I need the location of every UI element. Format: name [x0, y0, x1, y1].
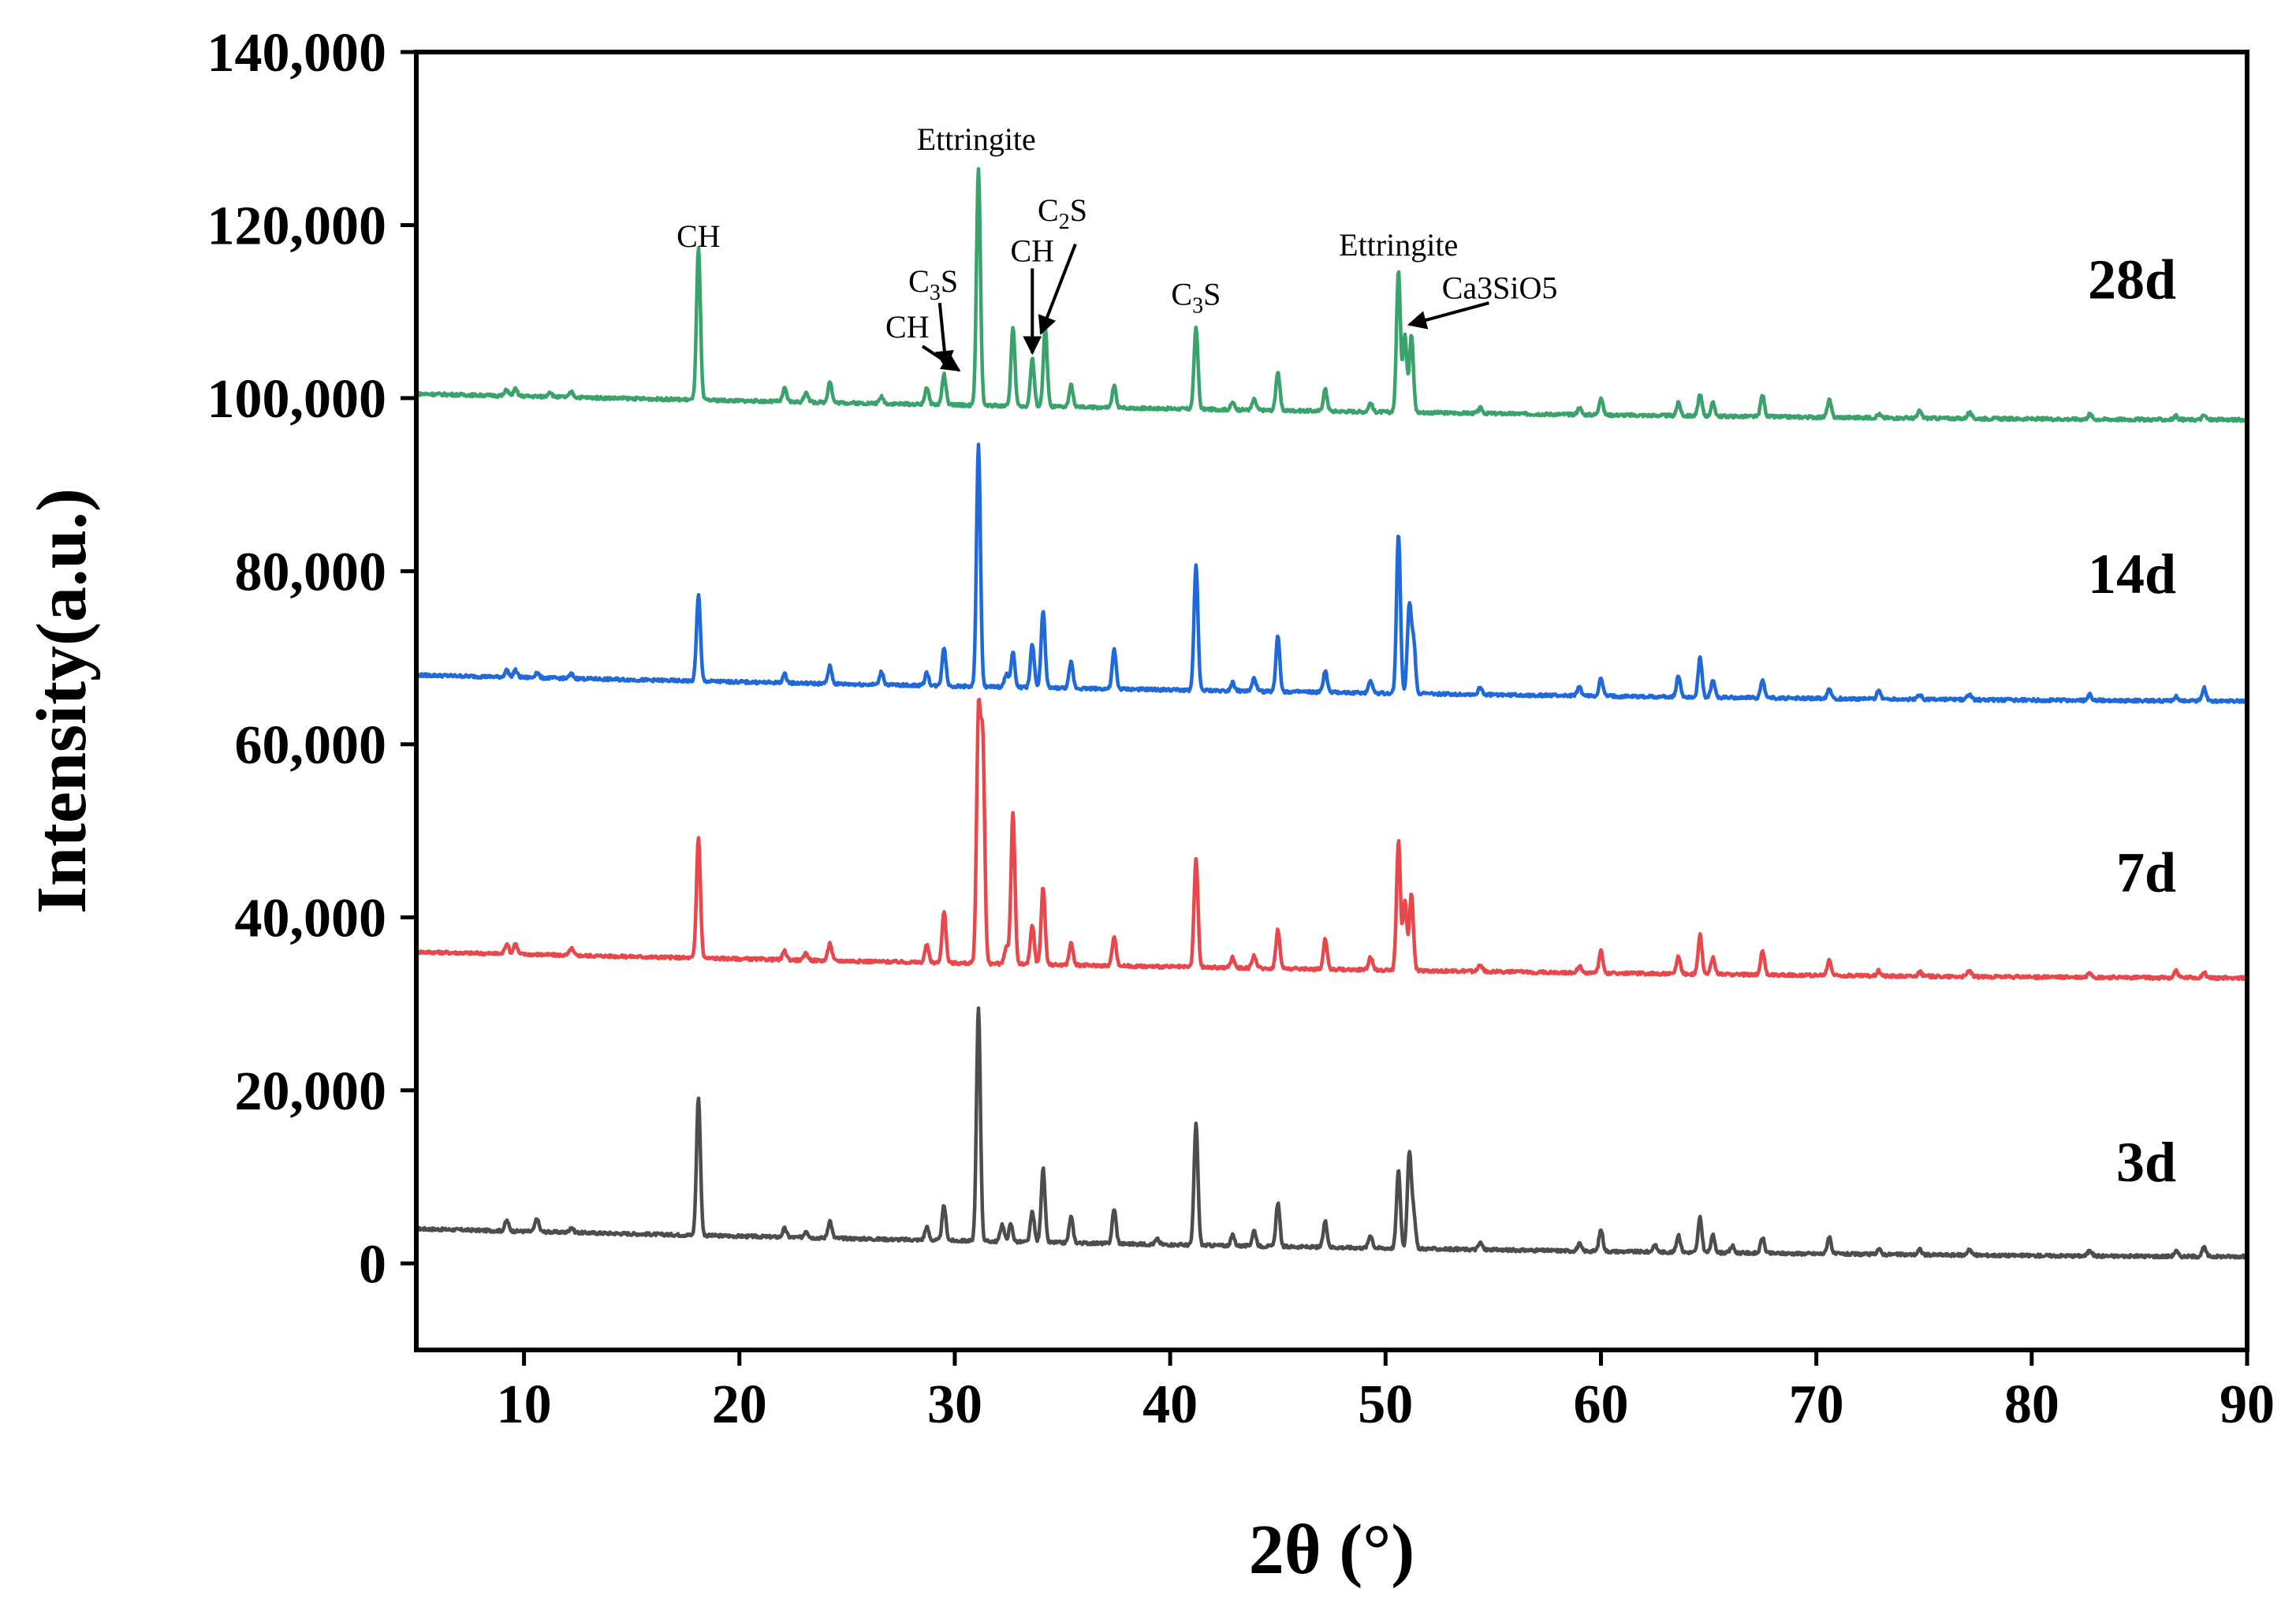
x-tick-label: 50	[1358, 1374, 1413, 1435]
peak-annotation: CH	[1010, 233, 1054, 269]
series-line-7d	[414, 697, 2249, 982]
y-tick-label: 120,000	[207, 196, 387, 256]
axis-layer: 10 20 30 40 50 60 70 80 90 0 20,000 40,000 60,000 80,…	[207, 23, 2276, 1435]
x-tick-label: 70	[1789, 1374, 1844, 1435]
peak-annotation: C3S	[1171, 276, 1221, 318]
y-tick-label: 100,000	[207, 369, 387, 430]
series-layer	[414, 166, 2249, 1260]
peak-annotation: Ettringite	[1339, 227, 1458, 263]
annotation-arrow	[1407, 301, 1489, 330]
y-tick-label: 60,000	[235, 715, 387, 776]
annotation-arrow	[934, 303, 954, 370]
series-label-3d: 3d	[2116, 1131, 2176, 1194]
series-label-28d: 28d	[2088, 248, 2176, 311]
annotation-arrow	[921, 345, 961, 372]
x-tick-label: 60	[1573, 1374, 1628, 1435]
x-tick-label: 80	[2004, 1374, 2059, 1435]
x-tick-label: 90	[2220, 1374, 2275, 1435]
annotation-layer: 28d14d7d3dCHEttringiteC3SCHCHC2SC3SEttri…	[676, 121, 2176, 1194]
annotation-arrow	[1038, 243, 1077, 335]
x-tick-label: 10	[497, 1374, 552, 1435]
series-label-14d: 14d	[2088, 543, 2176, 606]
y-tick-label: 40,000	[235, 888, 387, 949]
peak-annotation: Ettringite	[917, 121, 1036, 157]
x-tick-label: 30	[927, 1374, 982, 1435]
peak-annotation: Ca3SiO5	[1442, 270, 1558, 306]
x-axis-title: 2θ (°)	[1249, 1511, 1414, 1589]
plot-frame	[414, 50, 2249, 1352]
x-tick-label: 40	[1142, 1374, 1198, 1435]
series-line-14d	[415, 442, 2249, 704]
y-tick-label: 20,000	[235, 1061, 387, 1122]
y-axis-title: Intensity(a.u.)	[23, 488, 101, 914]
series-line-3d	[415, 1006, 2249, 1260]
series-label-7d: 7d	[2116, 841, 2176, 904]
series-line-28d	[415, 166, 2249, 423]
peak-annotation: CH	[676, 218, 721, 254]
x-tick-label: 20	[712, 1374, 767, 1435]
peak-annotation: C2S	[1038, 192, 1087, 234]
peak-annotation: CH	[885, 309, 930, 345]
y-tick-label: 140,000	[207, 23, 387, 84]
y-tick-label: 80,000	[235, 542, 387, 602]
y-tick-label: 0	[359, 1234, 386, 1295]
peak-annotation: C3S	[908, 263, 958, 305]
